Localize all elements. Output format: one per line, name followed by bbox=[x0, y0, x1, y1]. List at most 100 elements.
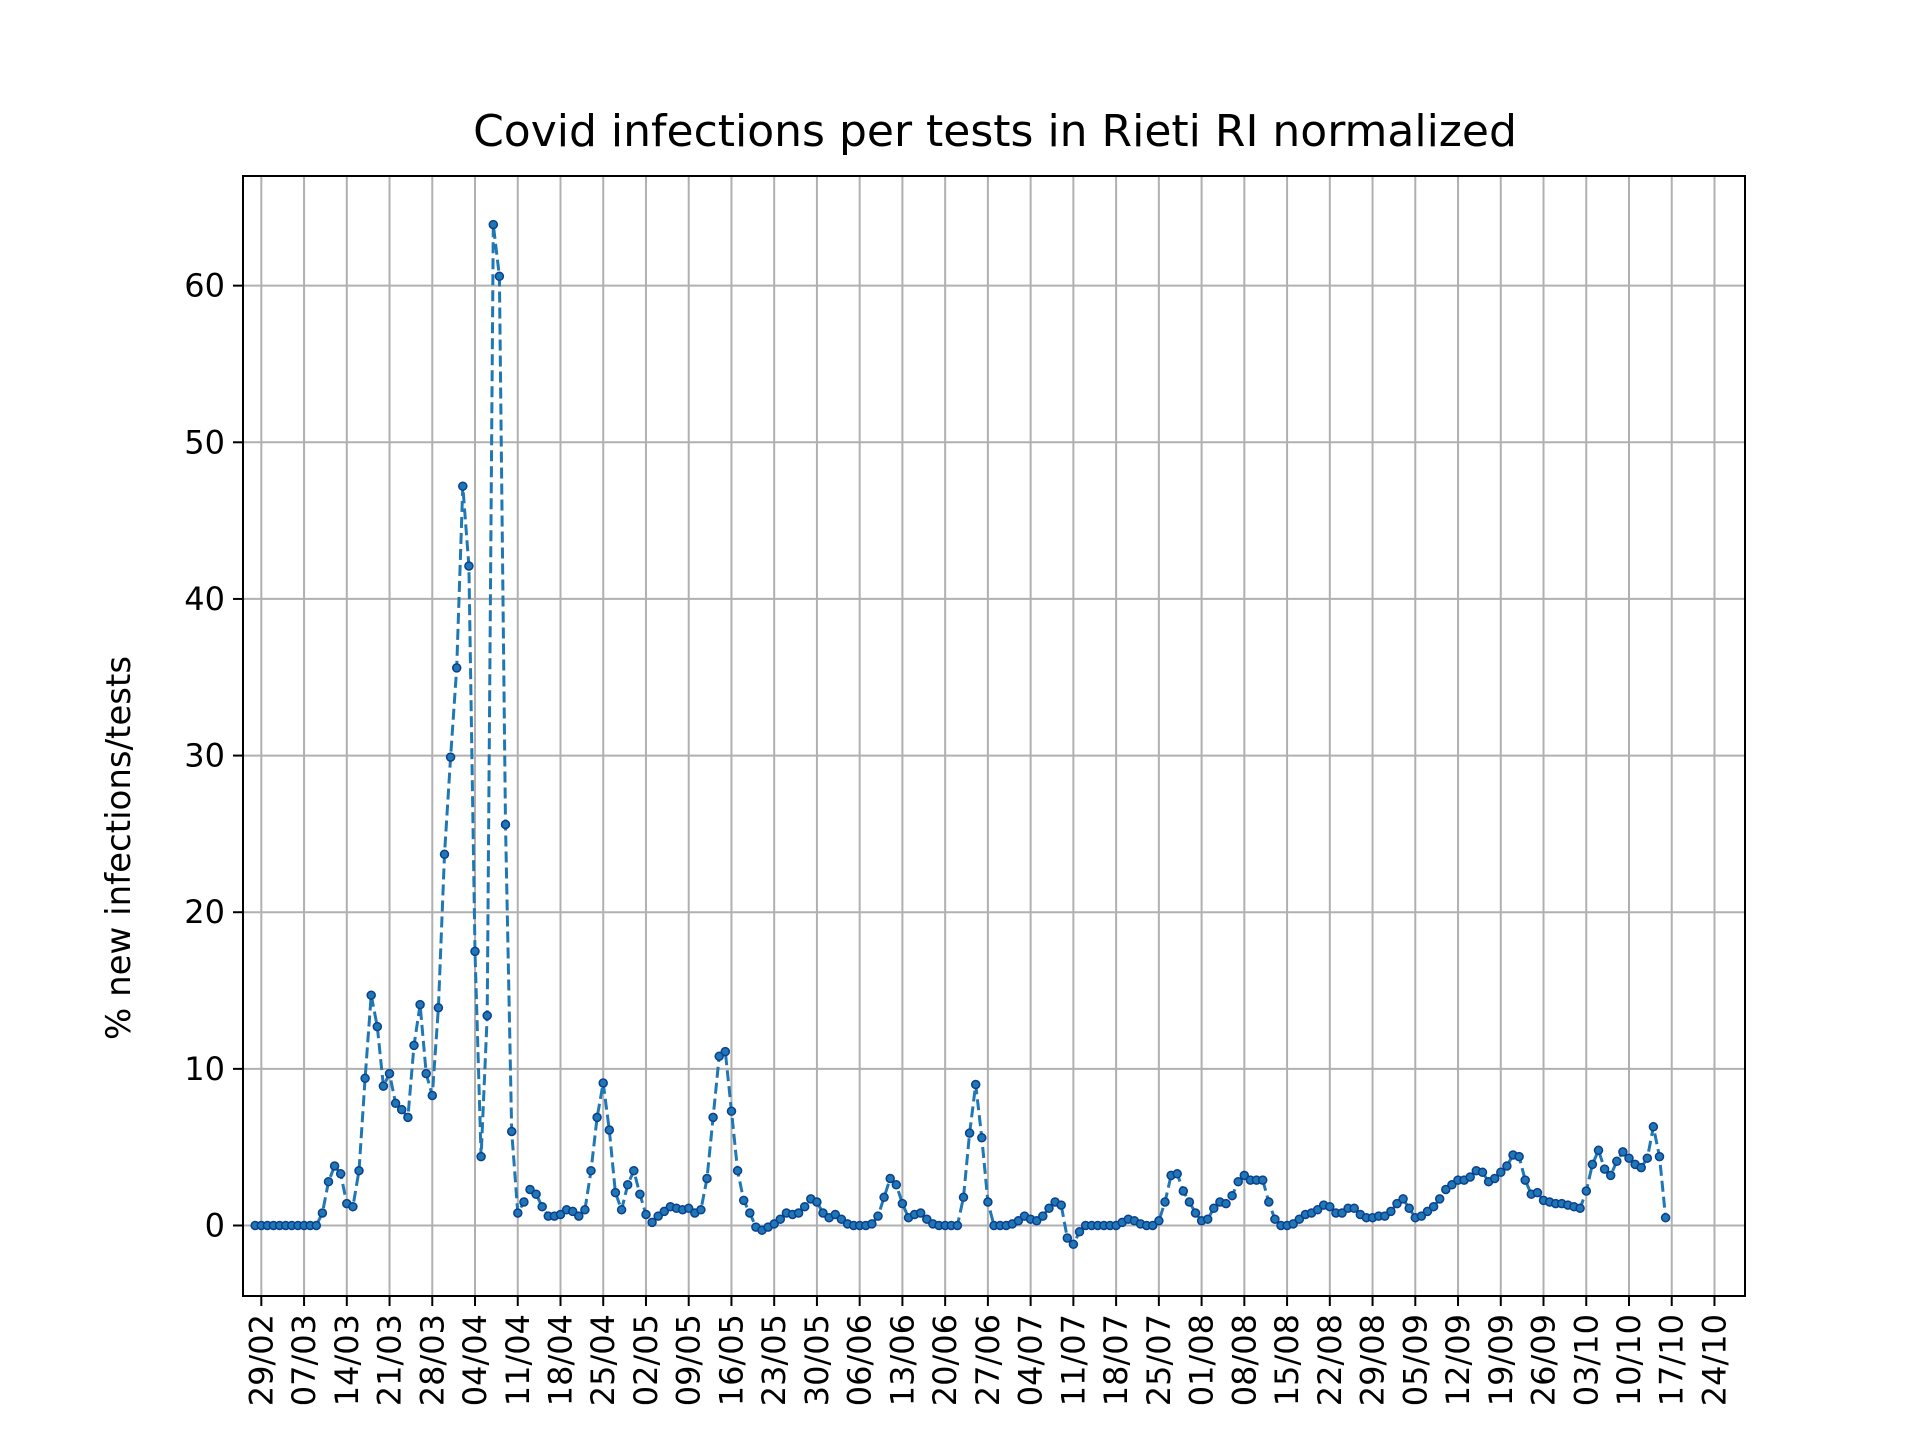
data-point bbox=[1465, 1172, 1475, 1182]
y-tick-label: 20 bbox=[184, 893, 225, 931]
data-point bbox=[1575, 1203, 1585, 1214]
data-point bbox=[1031, 1216, 1042, 1226]
data-point bbox=[897, 1198, 908, 1209]
data-point bbox=[622, 1180, 633, 1190]
data-series bbox=[250, 219, 1671, 1250]
data-point bbox=[1581, 1186, 1592, 1196]
y-axis-ticks: 0 10 20 30 40 50 60 bbox=[184, 267, 243, 1245]
data-point bbox=[604, 1125, 615, 1135]
data-point bbox=[470, 946, 480, 957]
data-point bbox=[983, 1197, 993, 1207]
data-point bbox=[726, 1106, 737, 1116]
data-point bbox=[1422, 1206, 1433, 1217]
data-point bbox=[354, 1165, 364, 1176]
data-point bbox=[958, 1192, 969, 1203]
data-point bbox=[1502, 1161, 1512, 1171]
x-tick-label: 14/03 bbox=[328, 1314, 366, 1406]
data-point bbox=[464, 561, 474, 571]
data-point bbox=[1477, 1167, 1488, 1178]
x-tick-label: 25/04 bbox=[584, 1314, 622, 1406]
x-tick-label: 30/05 bbox=[798, 1314, 836, 1406]
y-tick-label: 30 bbox=[184, 737, 225, 775]
data-point bbox=[952, 1220, 963, 1231]
x-tick-label: 20/06 bbox=[926, 1314, 964, 1406]
data-point bbox=[1154, 1216, 1164, 1226]
data-point bbox=[574, 1211, 584, 1221]
x-tick-label: 11/07 bbox=[1054, 1314, 1092, 1406]
data-point bbox=[867, 1219, 877, 1229]
data-point bbox=[1654, 1151, 1665, 1162]
data-point bbox=[708, 1112, 718, 1123]
data-point bbox=[714, 1051, 724, 1062]
x-tick-label: 05/09 bbox=[1396, 1314, 1434, 1406]
data-point bbox=[659, 1206, 670, 1217]
data-point bbox=[500, 819, 511, 830]
data-point bbox=[421, 1068, 431, 1079]
data-point bbox=[1068, 1239, 1079, 1250]
data-point bbox=[1190, 1208, 1201, 1218]
data-point bbox=[329, 1161, 340, 1171]
data-point bbox=[738, 1195, 749, 1206]
data-point bbox=[555, 1209, 566, 1220]
y-tick-label: 50 bbox=[184, 423, 225, 461]
data-point bbox=[836, 1214, 847, 1224]
data-point bbox=[1178, 1186, 1189, 1196]
x-tick-label: 02/05 bbox=[627, 1314, 665, 1406]
x-tick-label: 29/08 bbox=[1354, 1314, 1392, 1406]
data-point bbox=[1532, 1187, 1543, 1198]
data-point bbox=[745, 1208, 755, 1218]
data-point bbox=[1160, 1197, 1170, 1207]
x-tick-label: 17/10 bbox=[1653, 1314, 1691, 1406]
data-point bbox=[403, 1112, 413, 1123]
x-tick-label: 01/08 bbox=[1183, 1314, 1221, 1406]
data-point bbox=[476, 1151, 486, 1162]
data-point bbox=[396, 1104, 407, 1115]
data-point bbox=[427, 1090, 438, 1101]
data-point bbox=[1288, 1219, 1298, 1229]
data-point bbox=[580, 1205, 590, 1215]
data-point bbox=[641, 1209, 651, 1220]
data-point bbox=[1312, 1205, 1323, 1215]
data-point bbox=[879, 1192, 889, 1203]
data-point bbox=[1605, 1170, 1616, 1181]
data-point bbox=[683, 1203, 694, 1214]
data-point bbox=[348, 1201, 358, 1212]
data-point bbox=[513, 1208, 523, 1218]
data-point bbox=[519, 1197, 529, 1207]
y-tick-label: 60 bbox=[184, 267, 225, 305]
data-point bbox=[1428, 1201, 1439, 1212]
data-point bbox=[964, 1128, 975, 1138]
data-point bbox=[702, 1173, 712, 1184]
data-point bbox=[1520, 1175, 1530, 1185]
x-tick-label: 08/08 bbox=[1225, 1314, 1263, 1406]
data-point bbox=[323, 1176, 334, 1187]
data-point bbox=[1337, 1208, 1347, 1218]
data-point bbox=[1618, 1147, 1628, 1157]
data-point bbox=[616, 1205, 627, 1215]
data-point bbox=[653, 1211, 663, 1221]
data-point bbox=[525, 1184, 535, 1195]
data-point bbox=[372, 1021, 383, 1032]
data-point bbox=[1380, 1211, 1390, 1221]
data-point bbox=[1392, 1198, 1402, 1209]
y-tick-label: 10 bbox=[184, 1050, 225, 1088]
data-point bbox=[1416, 1211, 1427, 1221]
data-point bbox=[439, 849, 450, 860]
data-point bbox=[1233, 1176, 1243, 1187]
data-point bbox=[445, 752, 456, 762]
x-tick-label: 21/03 bbox=[371, 1314, 409, 1406]
x-tick-label: 09/05 bbox=[670, 1314, 708, 1406]
data-point bbox=[885, 1173, 895, 1184]
data-point bbox=[317, 1208, 328, 1218]
data-point bbox=[1636, 1162, 1646, 1173]
data-point bbox=[720, 1046, 731, 1057]
data-point bbox=[812, 1197, 822, 1207]
data-point bbox=[494, 271, 505, 282]
data-point bbox=[769, 1219, 779, 1229]
data-point bbox=[1612, 1156, 1622, 1167]
data-point bbox=[1398, 1194, 1408, 1204]
data-point bbox=[1172, 1169, 1182, 1179]
data-point bbox=[586, 1165, 596, 1176]
